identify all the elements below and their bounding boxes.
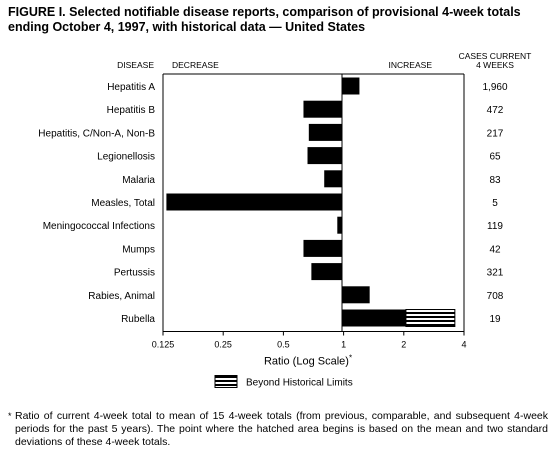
cases-value: 708 (487, 291, 504, 302)
header-cases-line: CASES CURRENT (459, 51, 532, 61)
disease-label: Legionellosis (97, 152, 155, 163)
cases-value: 19 (489, 314, 501, 325)
bar (303, 100, 342, 118)
disease-label: Measles, Total (91, 198, 155, 209)
disease-label: Hepatitis B (107, 105, 156, 116)
cases-value: 42 (489, 244, 501, 255)
header-disease: DISEASE (117, 60, 154, 70)
bar (166, 193, 342, 211)
x-tick-label: 0.125 (152, 340, 175, 350)
bar (311, 263, 342, 281)
cases-value: 1,960 (482, 82, 507, 93)
bar (342, 77, 360, 95)
disease-label: Malaria (122, 175, 155, 186)
disease-label: Hepatitis, C/Non-A, Non-B (38, 128, 155, 139)
legend-label: Beyond Historical Limits (246, 378, 353, 389)
bar (342, 286, 370, 304)
x-tick-label: 0.5 (277, 340, 290, 350)
disease-label: Mumps (122, 244, 155, 255)
cases-value: 217 (487, 128, 504, 139)
bar (324, 170, 342, 188)
legend-swatch-hatched (214, 375, 238, 388)
cases-value: 65 (489, 152, 501, 163)
disease-label: Pertussis (114, 268, 155, 279)
bar (307, 147, 342, 165)
header-increase: INCREASE (389, 60, 433, 70)
bar (337, 216, 342, 234)
footnote: * Ratio of current 4-week total to mean … (8, 410, 548, 449)
x-axis-label: Ratio (Log Scale)* (264, 354, 352, 368)
cases-value: 119 (487, 221, 503, 232)
x-axis-label-text: Ratio (Log Scale) (264, 356, 349, 368)
disease-label: Hepatitis A (107, 82, 155, 93)
header-decrease: DECREASE (172, 60, 219, 70)
cases-value: 5 (492, 198, 498, 209)
footnote-text: Ratio of current 4-week total to mean of… (15, 410, 548, 448)
cases-value: 472 (487, 105, 504, 116)
bar (342, 309, 406, 327)
disease-label: Meningococcal Infections (43, 221, 155, 232)
bar-beyond-limits (405, 309, 456, 327)
footnote-marker: * (8, 411, 12, 421)
x-tick-label: 0.25 (214, 340, 232, 350)
bar (308, 123, 342, 141)
figure-title: FIGURE I. Selected notifiable disease re… (8, 5, 521, 34)
bar (303, 239, 342, 257)
x-tick-label: 4 (461, 340, 466, 350)
disease-label: Rubella (121, 314, 155, 325)
cases-value: 321 (487, 268, 504, 279)
cases-value: 83 (489, 175, 501, 186)
header-cases-line: 4 WEEKS (476, 60, 514, 70)
x-tick-label: 2 (401, 340, 406, 350)
x-tick-label: 1 (341, 340, 346, 350)
disease-label: Rabies, Animal (88, 291, 155, 302)
x-axis-label-marker: * (349, 354, 352, 363)
